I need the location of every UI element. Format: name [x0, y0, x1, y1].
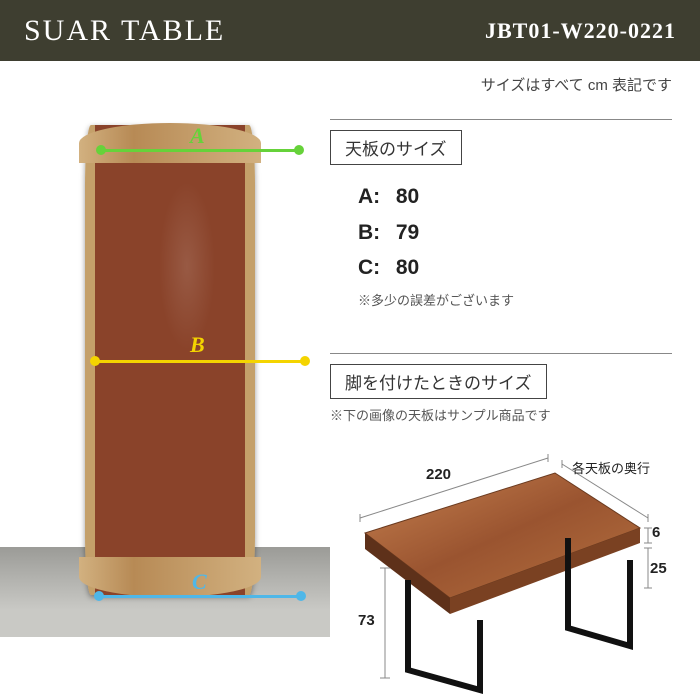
- unit-note: サイズはすべて cm 表記です: [0, 64, 700, 95]
- dim-length: 220: [426, 466, 451, 483]
- dim-thickness: 6: [652, 524, 660, 541]
- product-title: SUAR TABLE: [24, 14, 225, 48]
- dim-b-label: B: [190, 332, 205, 358]
- size-a-value: 80: [396, 185, 419, 208]
- dim-depth-label: 各天板の奥行: [572, 458, 650, 477]
- sample-note: ※下の画像の天板はサンプル商品です: [330, 405, 672, 424]
- size-row-a: A: 80: [358, 179, 672, 215]
- product-code: JBT01-W220-0221: [485, 18, 676, 44]
- size-c-value: 80: [396, 256, 419, 279]
- size-row-b: B: 79: [358, 215, 672, 251]
- size-row-c: C: 80: [358, 250, 672, 286]
- dim-a-label: A: [190, 123, 205, 149]
- table-diagram: 220 各天板の奥行 6 25 73: [330, 438, 660, 698]
- dim-c-label: C: [192, 569, 207, 595]
- size-b-value: 79: [396, 221, 419, 244]
- tolerance-note: ※多少の誤差がございます: [330, 290, 672, 309]
- plate-size-heading: 天板のサイズ: [330, 130, 462, 165]
- plate-size-section: 天板のサイズ A: 80 B: 79 C: 80 ※多少の誤差がございます: [330, 119, 672, 309]
- spec-column: 天板のサイズ A: 80 B: 79 C: 80 ※多少の誤差がございます 脚を…: [320, 95, 700, 698]
- dim-height: 73: [358, 612, 375, 629]
- header-bar: SUAR TABLE JBT01-W220-0221: [0, 0, 700, 64]
- main-content: A B C 天板のサイズ A: 80 B: 7: [0, 95, 700, 698]
- slab-figure: A B C: [0, 95, 320, 655]
- legs-size-heading: 脚を付けたときのサイズ: [330, 364, 547, 399]
- legs-size-section: 脚を付けたときのサイズ ※下の画像の天板はサンプル商品です: [330, 353, 672, 698]
- dim-apron: 25: [650, 560, 667, 577]
